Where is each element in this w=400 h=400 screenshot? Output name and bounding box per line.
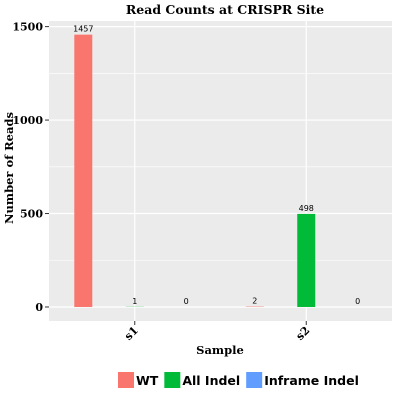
y-tick-label: 0 [35,301,43,314]
bar-wt-s1 [74,35,92,307]
legend-key-all-indel [164,372,180,388]
data-label: 0 [184,297,189,306]
legend-key-wt [118,372,134,388]
y-tick-label: 1500 [12,21,43,34]
data-label: 498 [299,204,314,213]
legend-label: WT [136,373,159,388]
plot-area: 0 500 1000 1500 s1 1457 1 0 s2 2 498 0 [12,21,392,343]
y-tick-label: 1000 [12,114,43,127]
legend-label: Inframe Indel [264,373,359,388]
legend-label: All Indel [182,373,240,388]
chart-title: Read Counts at CRISPR Site [126,2,324,17]
bar-all-indel-s2 [297,214,315,307]
x-tick-label: s1 [122,324,141,343]
data-label: 1457 [73,25,93,34]
legend: WT All Indel Inframe Indel [118,372,359,388]
data-label: 0 [355,297,360,306]
data-label: 1 [132,297,137,306]
x-tick-label: s2 [293,324,312,343]
legend-key-inframe-indel [246,372,262,388]
panel-background [49,21,392,321]
y-tick-label: 500 [20,208,43,221]
y-axis-title: Number of Reads [2,112,16,224]
x-axis-title: Sample [196,343,244,357]
data-label: 2 [252,297,257,306]
